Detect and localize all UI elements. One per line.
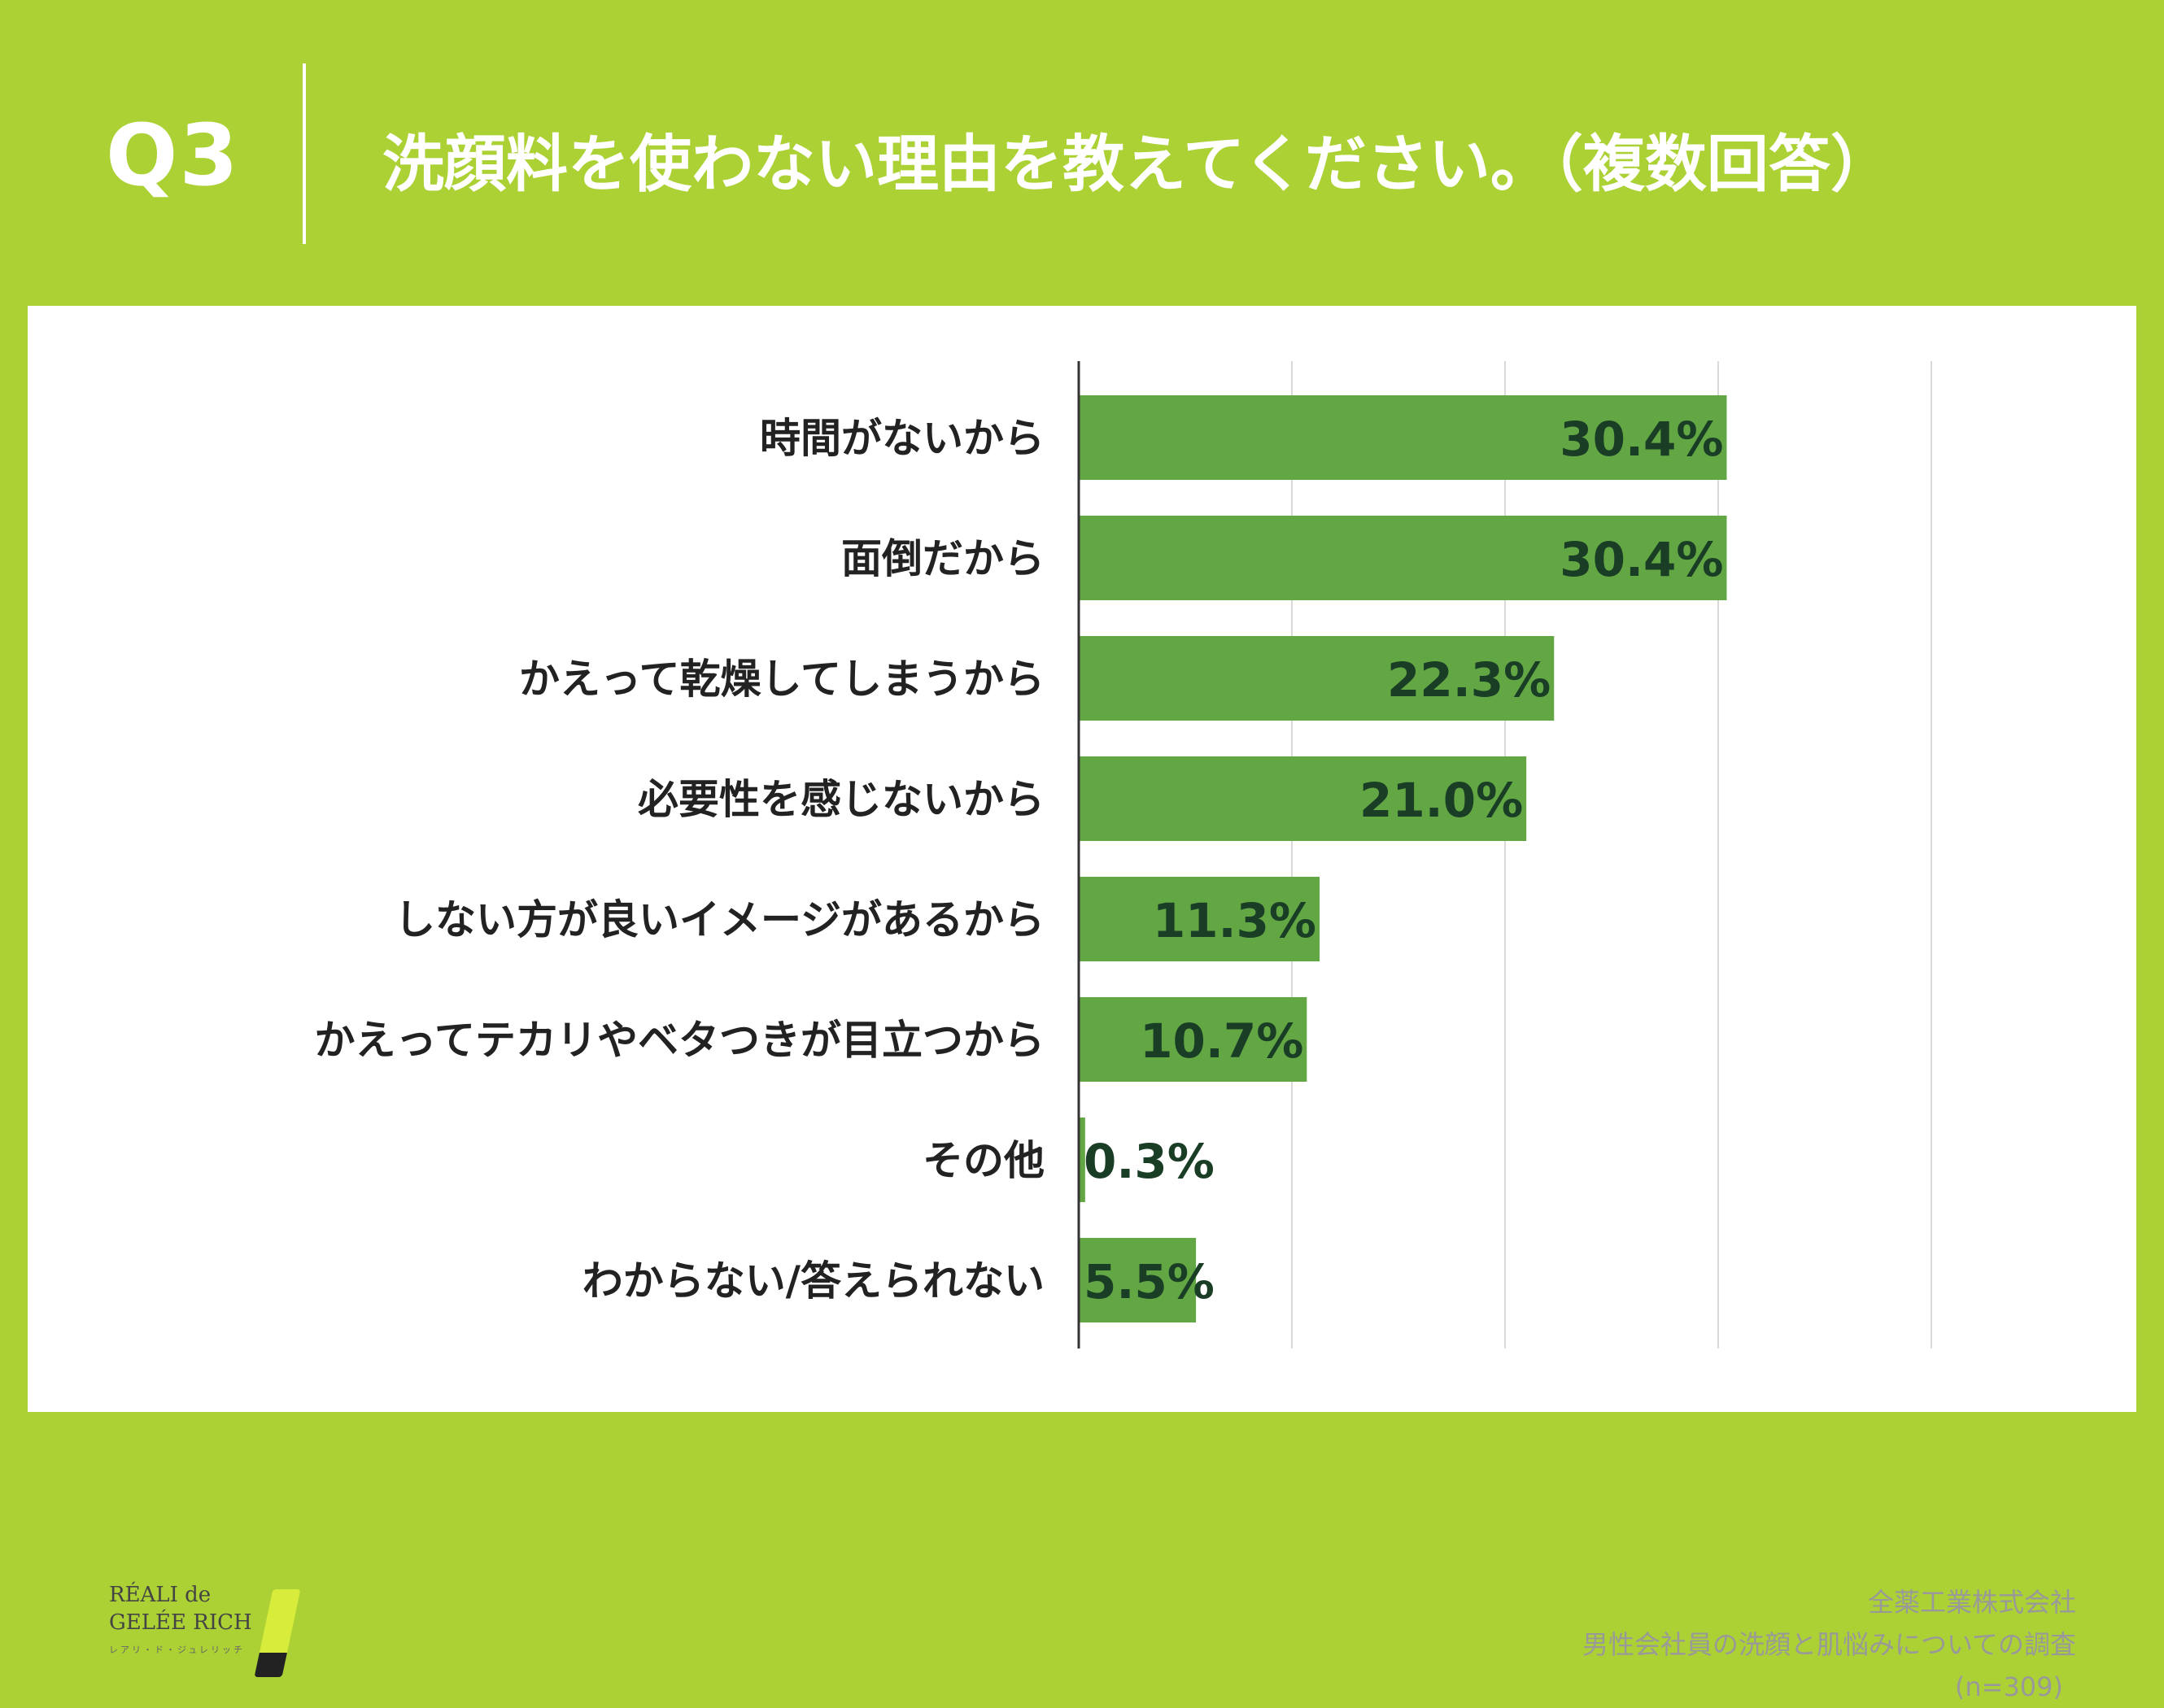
bar-7 xyxy=(1079,1238,1197,1322)
source-survey: 男性会社員の洗顔と肌悩みについての調査 xyxy=(1582,1629,2076,1660)
value-label-0: 30.4% xyxy=(1560,412,1723,467)
bar-3 xyxy=(1079,756,1527,841)
value-label-6: 0.3% xyxy=(1084,1134,1215,1189)
value-label-7: 5.5% xyxy=(1084,1254,1215,1309)
bar-0 xyxy=(1079,395,1727,480)
category-label-6: その他 xyxy=(923,1137,1045,1184)
header-divider xyxy=(303,63,306,244)
value-label-4: 11.3% xyxy=(1153,893,1316,948)
logo-line-1: RÉALI de xyxy=(109,1583,212,1607)
category-label-4: しない方が良いイメージがあるから xyxy=(395,896,1045,943)
bar-2 xyxy=(1079,636,1555,721)
value-label-2: 22.3% xyxy=(1387,652,1551,708)
logo-line-2: GELÉE RICH xyxy=(109,1610,252,1635)
logo-stick-icon xyxy=(254,1589,301,1677)
question-title: 洗顔料を使わない理由を教えてください。（複数回答） xyxy=(382,128,1892,200)
logo-line-3: レアリ・ド・ジュレリッチ xyxy=(109,1645,246,1655)
category-label-1: 面倒だから xyxy=(841,535,1045,582)
header: Q3 洗顔料を使わない理由を教えてください。（複数回答） xyxy=(0,0,2164,306)
value-label-1: 30.4% xyxy=(1560,532,1723,587)
value-label-5: 10.7% xyxy=(1140,1013,1303,1069)
bar-1 xyxy=(1079,516,1727,600)
source-note: 全薬工業株式会社 男性会社員の洗顔と肌悩みについての調査 (n=309) xyxy=(1582,1581,2076,1708)
source-company: 全薬工業株式会社 xyxy=(1867,1587,2076,1618)
category-label-5: かえってテカリやベタつきが目立つから xyxy=(315,1017,1045,1064)
category-label-3: 必要性を感じないから xyxy=(638,776,1045,823)
category-label-7: わからない/答えられない xyxy=(582,1257,1045,1305)
value-label-3: 21.0% xyxy=(1359,773,1523,828)
chart-panel: 時間がないから 30.4% 面倒だから 30.4% かえって乾燥してしまうから 22.3%… xyxy=(28,306,2136,1702)
category-label-0: 時間がないから xyxy=(760,415,1045,462)
bar-chart: 時間がないから 30.4% 面倒だから 30.4% かえって乾燥してしまうから 22.3%… xyxy=(315,361,1932,1349)
bar-5 xyxy=(1079,997,1307,1082)
question-number: Q3 xyxy=(106,106,240,205)
category-label-2: かえって乾燥してしまうから xyxy=(519,656,1045,703)
bar-4 xyxy=(1079,877,1320,961)
source-sample: (n=309) xyxy=(1954,1671,2063,1702)
bar-6 xyxy=(1079,1118,1085,1202)
brand-logo: RÉALI de GELÉE RICH レアリ・ド・ジュレリッチ xyxy=(109,1583,321,1688)
